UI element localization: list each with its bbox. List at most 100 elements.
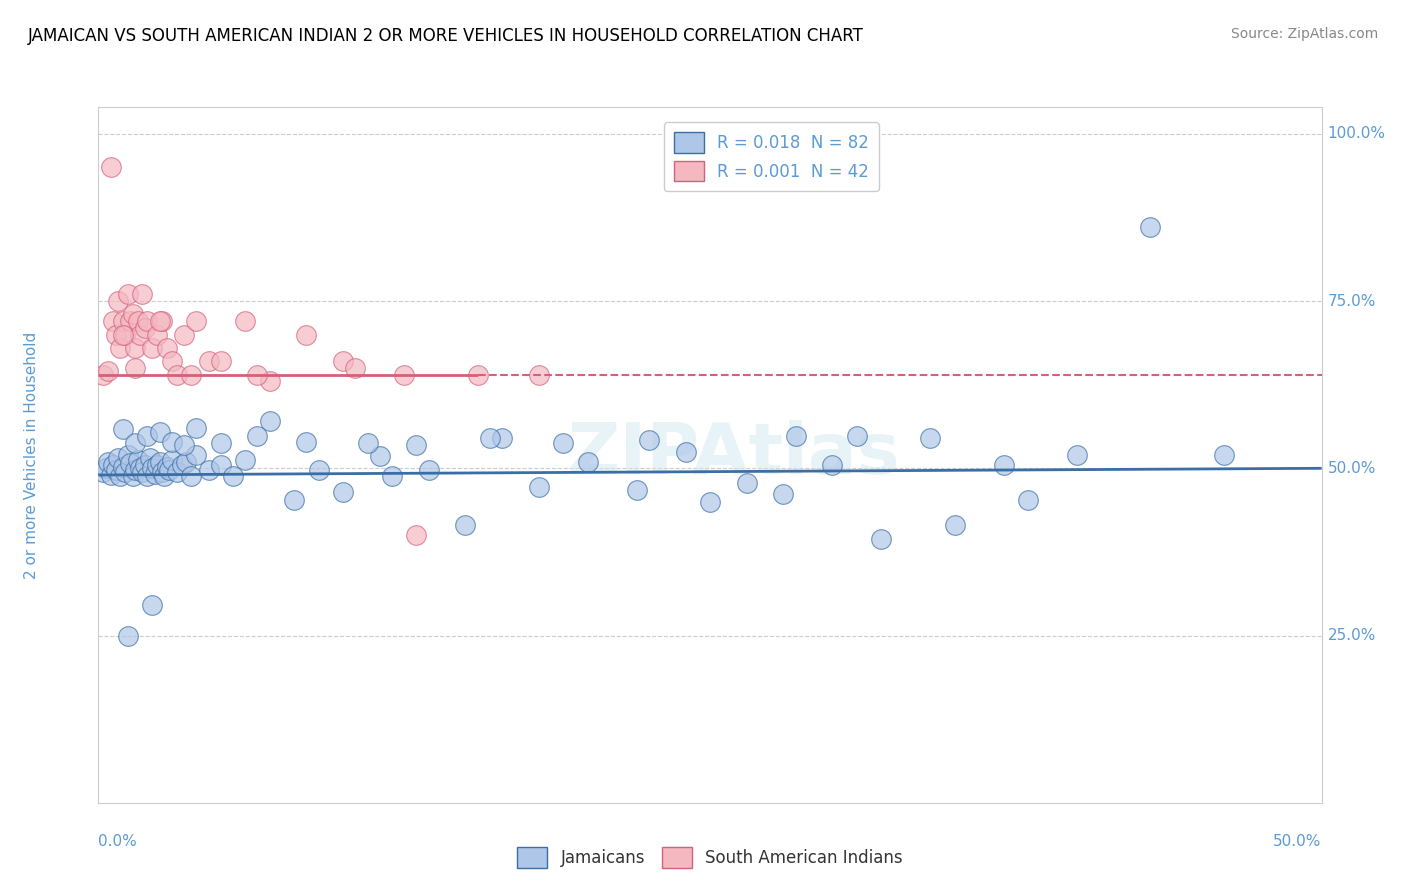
Point	[943, 518, 966, 533]
Point	[1212, 448, 1234, 462]
Point	[104, 327, 127, 342]
Point	[136, 429, 159, 443]
Point	[153, 469, 176, 483]
Point	[101, 458, 124, 472]
Point	[180, 368, 202, 382]
Point	[332, 484, 354, 499]
Point	[993, 458, 1015, 472]
Point	[143, 467, 166, 481]
Point	[100, 468, 122, 483]
Point	[637, 434, 661, 448]
Text: 50.0%: 50.0%	[1274, 834, 1322, 849]
Point	[97, 364, 120, 378]
Point	[136, 469, 159, 483]
Point	[107, 294, 129, 309]
Point	[156, 341, 179, 355]
Point	[308, 463, 330, 477]
Point	[233, 314, 256, 328]
Point	[772, 487, 794, 501]
Point	[117, 287, 139, 301]
Text: ZIPAtlas: ZIPAtlas	[568, 420, 901, 490]
Point	[173, 327, 195, 342]
Point	[527, 368, 550, 382]
Point	[127, 453, 149, 467]
Point	[295, 327, 318, 342]
Point	[121, 469, 143, 483]
Point	[785, 429, 807, 443]
Point	[405, 528, 427, 542]
Point	[127, 314, 149, 328]
Text: Source: ZipAtlas.com: Source: ZipAtlas.com	[1230, 27, 1378, 41]
Point	[100, 161, 122, 175]
Point	[173, 438, 195, 452]
Point	[478, 431, 501, 445]
Point	[259, 375, 281, 389]
Text: 25.0%: 25.0%	[1327, 628, 1376, 643]
Point	[121, 307, 143, 322]
Point	[120, 314, 142, 328]
Point	[91, 368, 114, 382]
Point	[197, 463, 219, 477]
Point	[222, 469, 245, 483]
Point	[491, 431, 513, 445]
Point	[259, 415, 281, 429]
Point	[735, 476, 758, 491]
Point	[197, 354, 219, 368]
Point	[160, 453, 183, 467]
Point	[246, 368, 269, 382]
Point	[146, 458, 169, 472]
Point	[186, 421, 208, 435]
Point	[368, 450, 391, 464]
Point	[233, 453, 256, 467]
Point	[675, 444, 697, 458]
Point	[146, 327, 169, 342]
Point	[136, 314, 159, 328]
Point	[467, 368, 489, 382]
Point	[149, 314, 172, 328]
Point	[141, 341, 163, 355]
Point	[111, 460, 134, 475]
Point	[141, 461, 163, 475]
Point	[344, 361, 367, 376]
Point	[129, 327, 152, 342]
Point	[150, 314, 173, 328]
Point	[699, 494, 721, 508]
Point	[186, 448, 208, 462]
Point	[166, 368, 188, 382]
Point	[186, 314, 208, 328]
Point	[117, 628, 139, 642]
Point	[124, 463, 146, 477]
Point	[576, 455, 599, 469]
Text: 2 or more Vehicles in Household: 2 or more Vehicles in Household	[24, 331, 38, 579]
Point	[180, 469, 202, 483]
Point	[124, 436, 146, 450]
Point	[114, 327, 136, 342]
Point	[209, 436, 232, 450]
Point	[117, 448, 139, 462]
Point	[157, 463, 180, 477]
Point	[160, 434, 183, 449]
Point	[405, 438, 427, 452]
Point	[332, 354, 354, 368]
Point	[1066, 448, 1088, 462]
Point	[124, 341, 146, 355]
Point	[94, 461, 117, 475]
Point	[131, 287, 153, 301]
Point	[91, 465, 114, 479]
Text: 0.0%: 0.0%	[98, 834, 138, 849]
Point	[626, 483, 648, 497]
Point	[418, 463, 440, 477]
Point	[170, 458, 193, 472]
Point	[1139, 220, 1161, 235]
Point	[110, 341, 132, 355]
Point	[870, 532, 893, 546]
Point	[150, 465, 173, 479]
Point	[131, 465, 153, 479]
Point	[176, 455, 198, 469]
Point	[527, 480, 550, 494]
Point	[920, 431, 942, 445]
Point	[134, 458, 156, 472]
Text: 100.0%: 100.0%	[1327, 127, 1386, 141]
Point	[246, 429, 269, 443]
Point	[111, 327, 134, 342]
